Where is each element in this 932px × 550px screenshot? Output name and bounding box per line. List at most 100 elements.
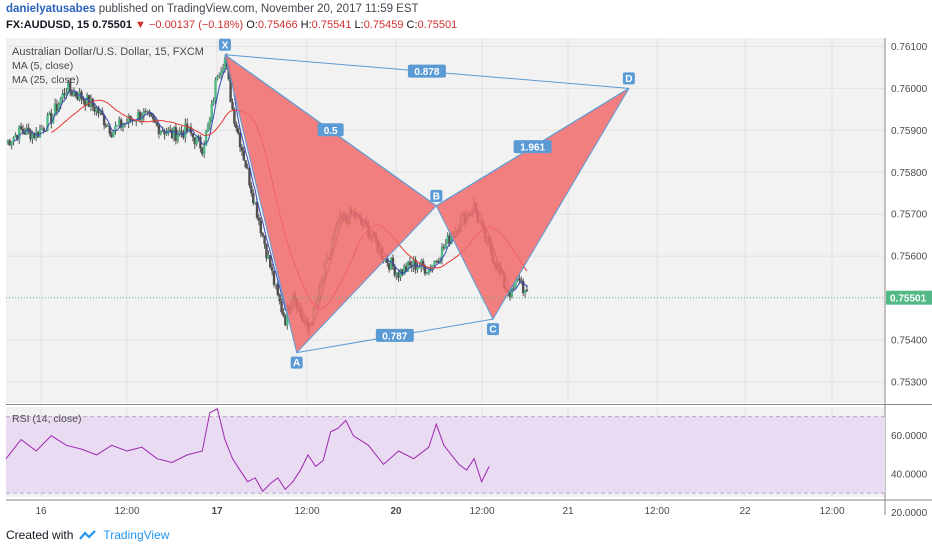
publish-line: danielyatusabes published on TradingView…: [6, 3, 419, 15]
candle-body: [240, 147, 244, 151]
candle-body: [135, 120, 138, 122]
candle-body: [25, 127, 28, 135]
candle-body: [55, 103, 59, 112]
candle-body: [118, 119, 121, 125]
candle-body: [184, 123, 187, 138]
candle-body: [435, 260, 438, 262]
candle-body: [510, 287, 514, 297]
candle-body: [195, 136, 198, 145]
price-change: −0.00137 (−0.18%): [148, 19, 244, 31]
candle-body: [440, 246, 444, 260]
candle-body: [157, 125, 161, 135]
candle-body: [450, 236, 453, 245]
candle-body: [50, 112, 53, 124]
candle-body: [518, 278, 521, 281]
y-tick-label: 0.75800: [891, 168, 928, 179]
candle-body: [18, 126, 21, 140]
x-tick-label: 20: [390, 506, 402, 517]
pattern-point-badge: [290, 356, 303, 369]
candle-body: [286, 306, 289, 326]
candle-body: [193, 137, 196, 145]
candle-body: [272, 271, 276, 285]
author-link[interactable]: danielyatusabes: [6, 3, 96, 15]
candle-body: [27, 127, 30, 131]
candle-body: [36, 131, 40, 138]
candle-body: [246, 167, 249, 169]
candle-body: [248, 167, 251, 186]
candle-body: [199, 137, 202, 149]
candle-body: [29, 130, 32, 140]
candle-body: [97, 107, 100, 114]
candle-body: [508, 292, 512, 297]
candle-body: [425, 273, 429, 275]
candle-body: [218, 75, 221, 77]
candle-body: [231, 101, 234, 110]
candle-body: [523, 289, 527, 294]
candle-body: [180, 131, 183, 133]
candle-body: [399, 269, 402, 278]
x-tick-label: 21: [562, 506, 574, 517]
symbol-label: FX:AUDUSD, 15: [6, 19, 90, 31]
candle-body: [233, 109, 236, 124]
pattern-point-label: D: [625, 74, 632, 85]
candle-body: [169, 129, 172, 131]
pattern-point-badge: [430, 189, 443, 202]
x-tick-label: 12:00: [469, 506, 494, 517]
candle-body: [61, 93, 64, 99]
candle-body: [89, 98, 93, 107]
tradingview-link[interactable]: TradingView: [103, 528, 170, 542]
candle-body: [238, 133, 242, 148]
candle-body: [104, 125, 108, 127]
ratio-badge: [513, 140, 552, 154]
high-label: H:: [300, 19, 312, 31]
chart-title: Australian Dollar/U.S. Dollar, 15, FXCM: [12, 46, 204, 58]
candle-body: [165, 132, 168, 135]
tradingview-logo-icon: [79, 530, 97, 540]
pattern-point-badge: [486, 323, 499, 336]
y-tick-label: 0.75400: [891, 336, 928, 347]
candle-body: [201, 148, 204, 155]
candle-body: [404, 266, 408, 272]
candle-body: [167, 129, 170, 133]
candle-body: [250, 185, 253, 193]
candle-body: [393, 266, 397, 276]
created-with-text: Created with: [6, 528, 74, 542]
y-tick-label: 0.75300: [891, 378, 928, 389]
candle-body: [110, 133, 113, 137]
candle-body: [186, 123, 189, 131]
close-label: C:: [406, 19, 418, 31]
y-tick-label: 0.76100: [891, 42, 928, 53]
candle-body: [163, 131, 166, 135]
candle-body: [82, 98, 85, 101]
candle-body: [202, 145, 206, 155]
candle-body: [70, 91, 74, 96]
candle-body: [261, 233, 264, 236]
y-tick-label: 0.75700: [891, 210, 928, 221]
candle-body: [270, 267, 274, 272]
candle-body: [74, 91, 78, 97]
candle-body: [53, 103, 57, 115]
rsi-y-tick-label: 60.0000: [891, 431, 928, 442]
candle-body: [78, 91, 81, 100]
ma5-line: [13, 67, 528, 326]
candle-body: [191, 133, 195, 138]
candle-body: [444, 243, 447, 249]
candle-body: [204, 131, 208, 146]
candle-body: [416, 267, 419, 270]
candle-body: [114, 125, 117, 131]
pattern-point-label: X: [222, 40, 229, 51]
open-value: 0.75466: [257, 19, 298, 31]
candle-body: [116, 124, 119, 126]
candle-body: [102, 114, 106, 126]
candle-body: [187, 126, 191, 131]
candle-body: [106, 125, 110, 127]
y-tick-label: 0.75600: [891, 252, 928, 263]
ratio-label: 0.878: [414, 67, 439, 78]
rsi-y-tick-label: 40.0000: [891, 470, 928, 481]
candle-body: [514, 281, 517, 288]
ratio-label: 1.961: [520, 143, 545, 154]
ratio-badge: [375, 328, 414, 342]
candle-body: [76, 96, 79, 100]
candle-body: [403, 266, 406, 275]
